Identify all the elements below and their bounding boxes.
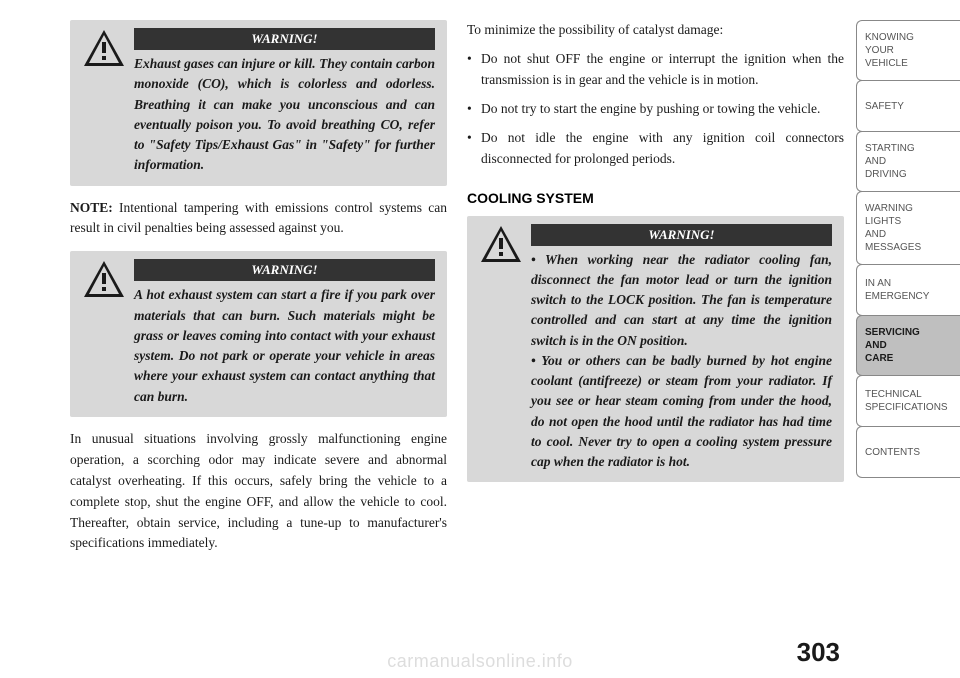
sidebar-item-technical[interactable]: TECHNICAL SPECIFICATIONS [856,375,960,427]
right-column: To minimize the possibility of catalyst … [467,20,844,658]
sidebar-item-warning-lights[interactable]: WARNING LIGHTS AND MESSAGES [856,191,960,265]
sidebar-nav: KNOWING YOUR VEHICLE SAFETY STARTING AND… [856,0,960,678]
warning-triangle-icon [479,224,523,264]
warning-title: WARNING! [134,259,435,281]
warning-triangle-icon [82,259,126,299]
note-label: NOTE: [70,200,113,215]
warning-box-hot-exhaust: WARNING! A hot exhaust system can start … [70,251,447,417]
sidebar-item-starting[interactable]: STARTING AND DRIVING [856,131,960,192]
bullet-list: Do not shut OFF the engine or interrupt … [467,49,844,178]
watermark-text: carmanualsonline.info [387,651,573,672]
list-item: Do not try to start the engine by pushin… [467,99,844,120]
warning-body-text: A hot exhaust system can start a fire if… [134,285,435,407]
warning-box-cooling: WARNING! • When working near the radiato… [467,216,844,483]
list-item: Do not idle the engine with any ignition… [467,128,844,170]
warning-title: WARNING! [531,224,832,246]
warning-triangle-icon [82,28,126,68]
page-container: WARNING! Exhaust gases can injure or kil… [0,0,960,678]
left-column: WARNING! Exhaust gases can injure or kil… [70,20,447,658]
content-area: WARNING! Exhaust gases can injure or kil… [0,0,856,678]
sidebar-item-emergency[interactable]: IN AN EMERGENCY [856,264,960,316]
sidebar-item-knowing[interactable]: KNOWING YOUR VEHICLE [856,20,960,81]
list-item: Do not shut OFF the engine or interrupt … [467,49,844,91]
sidebar-item-contents[interactable]: CONTENTS [856,426,960,478]
warning-body-text: Exhaust gases can injure or kill. They c… [134,54,435,176]
note-text: Intentional tampering with emissions con… [70,200,447,236]
note-paragraph: NOTE: Intentional tampering with emissio… [70,198,447,240]
intro-text: To minimize the possibility of catalyst … [467,20,844,41]
sidebar-item-safety[interactable]: SAFETY [856,80,960,132]
page-number: 303 [797,637,840,668]
body-paragraph: In unusual situations involving grossly … [70,429,447,555]
warning-body-text: • When working near the radiator cooling… [531,250,832,473]
section-heading: COOLING SYSTEM [467,190,844,206]
sidebar-item-servicing[interactable]: SERVICING AND CARE [856,315,960,376]
warning-title: WARNING! [134,28,435,50]
warning-box-exhaust: WARNING! Exhaust gases can injure or kil… [70,20,447,186]
